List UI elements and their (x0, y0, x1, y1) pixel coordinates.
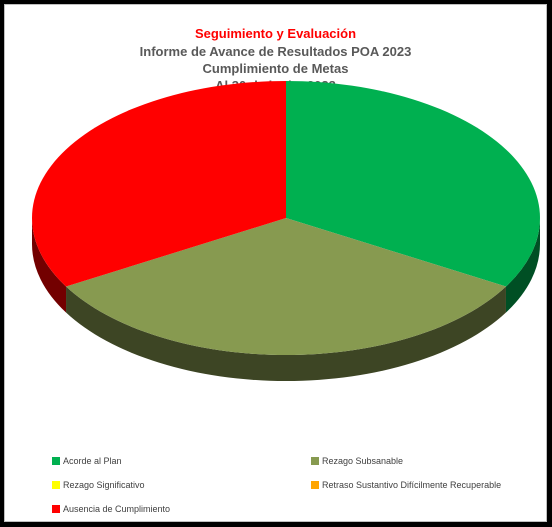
chart-title: Seguimiento y Evaluación (194, 26, 357, 41)
pie-side-rezago-subsanable (66, 286, 506, 381)
pie-slice-rezago-subsanable (66, 218, 506, 355)
pie-slice-ausencia-de-cumplimiento (32, 81, 287, 287)
pie-side-acorde-al-plan (505, 218, 540, 313)
pie-side-ausencia-de-cumplimiento (32, 218, 67, 313)
chart-subtitle-1: Informe de Avance de Resultados POA 2023 (139, 44, 412, 59)
pie-chart (32, 81, 540, 381)
chart-subtitle-2: Cumplimiento de Metas (202, 61, 349, 76)
pie-slice-acorde-al-plan (286, 81, 540, 287)
chart-area: Seguimiento y Evaluación Informe de Avan… (4, 4, 547, 522)
